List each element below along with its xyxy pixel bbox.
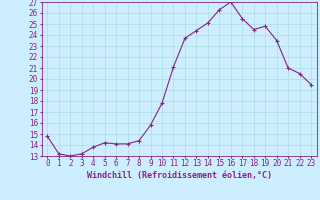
X-axis label: Windchill (Refroidissement éolien,°C): Windchill (Refroidissement éolien,°C) [87,171,272,180]
